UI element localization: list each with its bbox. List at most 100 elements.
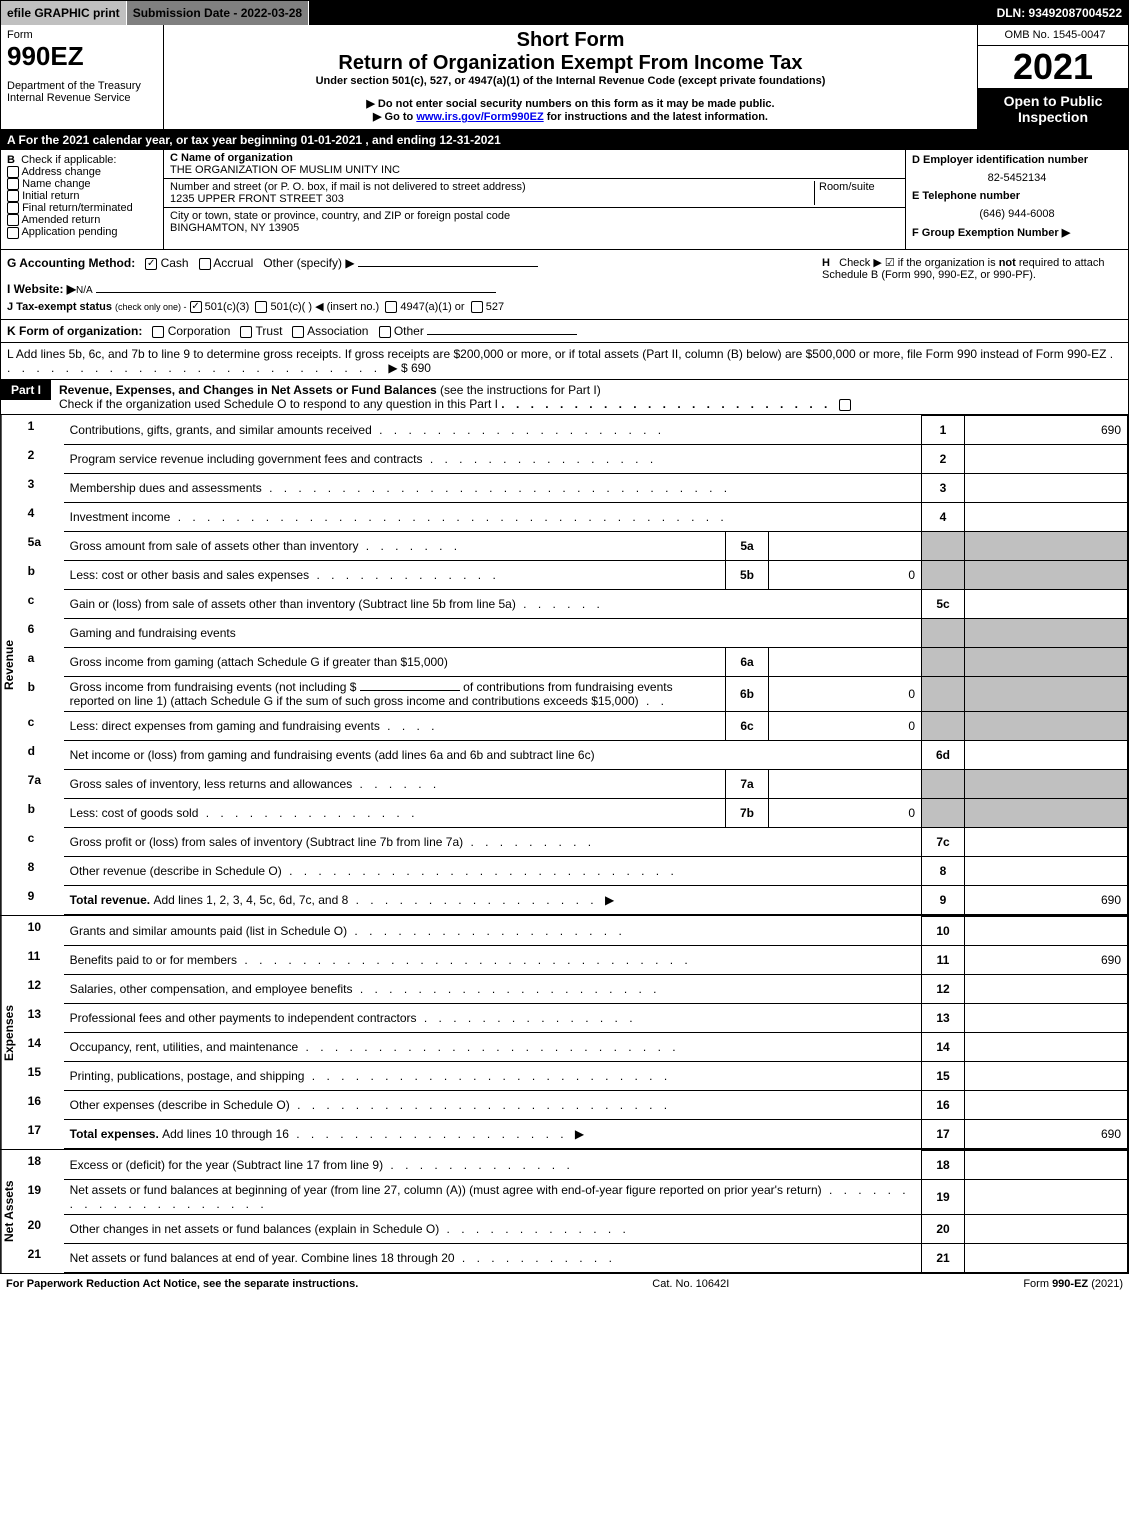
501c3-checkbox[interactable] xyxy=(190,301,202,313)
line-num: 3 xyxy=(22,474,64,503)
name-change-checkbox[interactable] xyxy=(7,178,19,190)
application-pending-label: Application pending xyxy=(21,226,117,238)
address-change-label: Address change xyxy=(21,166,101,178)
cash-label: Cash xyxy=(161,256,189,270)
cash-checkbox[interactable] xyxy=(145,258,157,270)
h-label: H xyxy=(822,257,830,269)
gray-cell xyxy=(965,799,1128,828)
ssn-warning: ▶ Do not enter social security numbers o… xyxy=(170,97,971,110)
line-7a: 7a Gross sales of inventory, less return… xyxy=(22,770,1128,799)
goto-line: ▶ Go to www.irs.gov/Form990EZ for instru… xyxy=(170,110,971,123)
box-num: 20 xyxy=(922,1215,965,1244)
accrual-label: Accrual xyxy=(213,256,253,270)
box-num: 1 xyxy=(922,416,965,445)
city-label: City or town, state or province, country… xyxy=(170,210,510,222)
4947-checkbox[interactable] xyxy=(385,301,397,313)
tax-year: 2021 xyxy=(978,46,1128,89)
line-1: 1 Contributions, gifts, grants, and simi… xyxy=(22,416,1128,445)
other-specify-input[interactable] xyxy=(358,266,538,267)
accrual-checkbox[interactable] xyxy=(199,258,211,270)
trust-checkbox[interactable] xyxy=(240,326,252,338)
box-num: 21 xyxy=(922,1244,965,1273)
expenses-label: Expenses xyxy=(1,916,22,1149)
part1-title-wrap: Revenue, Expenses, and Changes in Net As… xyxy=(59,380,1128,414)
city-value: BINGHAMTON, NY 13905 xyxy=(170,222,299,234)
line-19: 19 Net assets or fund balances at beginn… xyxy=(22,1180,1128,1215)
line-desc: Less: cost or other basis and sales expe… xyxy=(64,561,726,590)
line-14: 14 Occupancy, rent, utilities, and maint… xyxy=(22,1033,1128,1062)
gray-cell xyxy=(922,561,965,590)
501c-checkbox[interactable] xyxy=(255,301,267,313)
group-label: F Group Exemption Number ▶ xyxy=(912,227,1070,239)
amount xyxy=(965,1215,1128,1244)
initial-return-label: Initial return xyxy=(22,190,79,202)
box-num: 12 xyxy=(922,975,965,1004)
line-desc: Gain or (loss) from sale of assets other… xyxy=(64,590,922,619)
street-value: 1235 UPPER FRONT STREET 303 xyxy=(170,193,344,205)
line-desc: Total revenue. Add lines 1, 2, 3, 4, 5c,… xyxy=(64,886,922,915)
line-desc: Salaries, other compensation, and employ… xyxy=(64,975,922,1004)
footer-right: Form 990-EZ (2021) xyxy=(1023,1278,1123,1290)
box-num: 13 xyxy=(922,1004,965,1033)
final-return-checkbox[interactable] xyxy=(7,202,19,214)
other-org-checkbox[interactable] xyxy=(379,326,391,338)
line-13: 13 Professional fees and other payments … xyxy=(22,1004,1128,1033)
initial-return-checkbox[interactable] xyxy=(7,190,19,202)
ghi-right: H Check ▶ ☑ if the organization is not r… xyxy=(816,250,1128,319)
line-l: L Add lines 5b, 6c, and 7b to line 9 to … xyxy=(1,343,1128,380)
amount xyxy=(965,445,1128,474)
line-num: c xyxy=(22,590,64,619)
inner-amount: 0 xyxy=(769,677,922,712)
gray-cell xyxy=(922,532,965,561)
line-15: 15 Printing, publications, postage, and … xyxy=(22,1062,1128,1091)
assoc-checkbox[interactable] xyxy=(292,326,304,338)
box-num: 17 xyxy=(922,1120,965,1149)
amended-return-label: Amended return xyxy=(21,214,100,226)
line-num: c xyxy=(22,828,64,857)
column-b: B Check if applicable: Address change Na… xyxy=(1,150,164,249)
amount xyxy=(965,917,1128,946)
irs-link[interactable]: www.irs.gov/Form990EZ xyxy=(416,111,543,123)
line-desc: Other expenses (describe in Schedule O) … xyxy=(64,1091,922,1120)
amount xyxy=(965,590,1128,619)
tel-label: E Telephone number xyxy=(912,190,1020,202)
line-5c: c Gain or (loss) from sale of assets oth… xyxy=(22,590,1128,619)
efile-print-button[interactable]: efile GRAPHIC print xyxy=(1,1,127,25)
corp-checkbox[interactable] xyxy=(152,326,164,338)
c-name-label: C Name of organization xyxy=(170,152,293,164)
schedule-o-checkbox[interactable] xyxy=(839,399,851,411)
501c3-label: 501(c)(3) xyxy=(205,301,250,313)
under-section: Under section 501(c), 527, or 4947(a)(1)… xyxy=(170,75,971,87)
501c-label: 501(c)( ) ◀ (insert no.) xyxy=(270,301,379,313)
527-checkbox[interactable] xyxy=(471,301,483,313)
line-6: 6 Gaming and fundraising events xyxy=(22,619,1128,648)
line-desc: Membership dues and assessments . . . . … xyxy=(64,474,922,503)
line-8: 8 Other revenue (describe in Schedule O)… xyxy=(22,857,1128,886)
part1-sub: (see the instructions for Part I) xyxy=(440,383,601,397)
6b-blank[interactable] xyxy=(360,690,460,691)
line-desc: Gross sales of inventory, less returns a… xyxy=(64,770,726,799)
line-6a: a Gross income from gaming (attach Sched… xyxy=(22,648,1128,677)
application-pending-checkbox[interactable] xyxy=(7,227,19,239)
form-label: Form xyxy=(7,29,157,41)
form-container: efile GRAPHIC print Submission Date - 20… xyxy=(0,0,1129,1274)
line-num: 2 xyxy=(22,445,64,474)
inner-box: 6c xyxy=(726,712,769,741)
line-5a: 5a Gross amount from sale of assets othe… xyxy=(22,532,1128,561)
website-input[interactable] xyxy=(96,292,496,293)
line-desc: Less: direct expenses from gaming and fu… xyxy=(64,712,726,741)
address-change-checkbox[interactable] xyxy=(7,166,19,178)
line-num: 7a xyxy=(22,770,64,799)
box-num: 9 xyxy=(922,886,965,915)
h-text: Check ▶ ☑ if the organization is xyxy=(839,257,999,269)
amount xyxy=(965,857,1128,886)
line-2: 2 Program service revenue including gove… xyxy=(22,445,1128,474)
line-12: 12 Salaries, other compensation, and emp… xyxy=(22,975,1128,1004)
other-org-input[interactable] xyxy=(427,334,577,335)
ein-value: 82-5452134 xyxy=(912,172,1122,184)
line-num: b xyxy=(22,561,64,590)
line-5b: b Less: cost or other basis and sales ex… xyxy=(22,561,1128,590)
amount xyxy=(965,975,1128,1004)
line-desc: Gross profit or (loss) from sales of inv… xyxy=(64,828,922,857)
amended-return-checkbox[interactable] xyxy=(7,214,19,226)
